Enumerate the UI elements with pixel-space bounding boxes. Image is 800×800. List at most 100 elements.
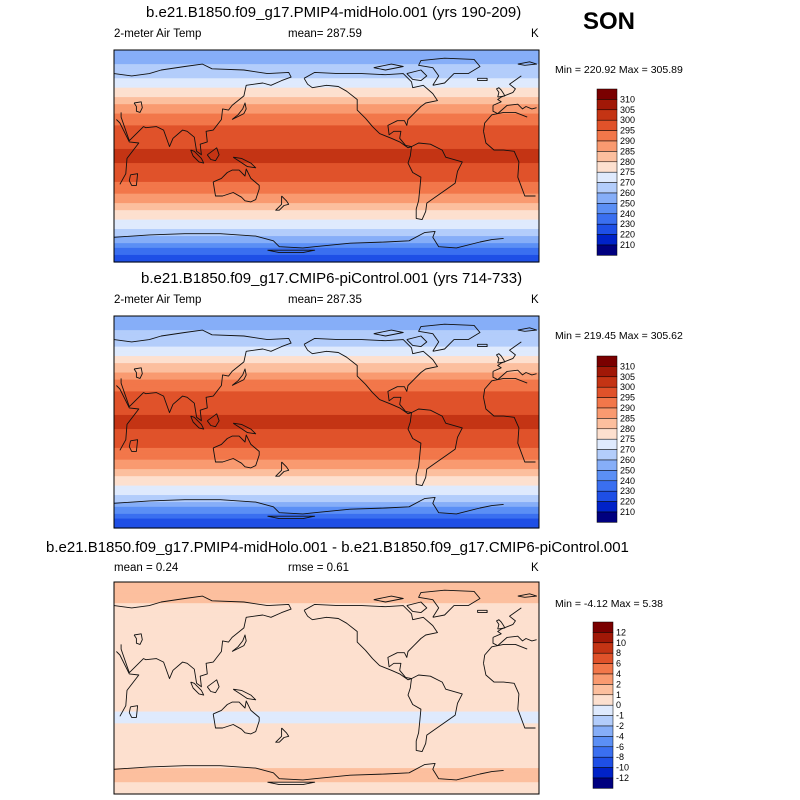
temperature-band (114, 469, 539, 473)
temperature-band (114, 356, 539, 359)
temperature-band (114, 720, 539, 724)
temperature-band (114, 702, 539, 706)
panel-2-title: b.e21.B1850.f09_g17.CMIP6-piControl.001 … (141, 270, 523, 287)
colorbar-tick-label: 12 (616, 627, 626, 637)
colorbar-tick-label: 285 (620, 146, 635, 156)
temperature-band (114, 688, 539, 691)
temperature-band (114, 600, 539, 604)
temperature-band (114, 351, 539, 355)
coastline-baffin-island (406, 69, 428, 82)
temperature-band (114, 372, 539, 376)
colorbar-box (592, 715, 614, 727)
temperature-band (114, 207, 539, 211)
temperature-band (114, 52, 539, 56)
temperature-band (114, 749, 539, 753)
coastline-arctic-islands (373, 595, 404, 603)
temperature-band (114, 617, 539, 621)
coastline-africa (116, 119, 140, 185)
temperature-band (114, 334, 539, 338)
temperature-band (114, 73, 539, 77)
colorbar-box (596, 161, 618, 173)
colorbar-box (596, 151, 618, 163)
temperature-band (114, 723, 539, 727)
temperature-band (114, 323, 539, 327)
colorbar-tick-label: -6 (616, 742, 624, 752)
temperature-band (114, 454, 539, 458)
temperature-band (114, 466, 539, 470)
coastline-eurasia (113, 595, 292, 688)
coastline-uk (496, 619, 506, 630)
temperature-band (114, 523, 539, 527)
temperature-band (114, 68, 539, 72)
colorbar-box (596, 511, 618, 523)
temperature-band (114, 240, 539, 244)
temperature-band (114, 647, 539, 651)
temperature-band (114, 118, 539, 122)
colorbar-box (592, 704, 614, 716)
temperature-band (114, 419, 539, 423)
temperature-band (114, 198, 539, 202)
temperature-band (114, 424, 539, 428)
temperature-band (114, 436, 539, 440)
temperature-band (114, 327, 539, 331)
temperature-band (114, 236, 539, 240)
panel-3-mean-label: mean = 0.24 (114, 562, 179, 574)
temperature-band (114, 254, 539, 258)
colorbar-box (596, 459, 618, 471)
temperature-band (114, 407, 539, 411)
colorbar-box (596, 88, 618, 100)
temperature-band (114, 636, 539, 640)
temperature-band (114, 422, 539, 425)
temperature-band (114, 664, 539, 668)
temperature-band (114, 643, 539, 647)
colorbar-tick-label: 275 (620, 167, 635, 177)
coastline-greenland-ice-shelf (267, 249, 316, 254)
temperature-band (114, 476, 539, 480)
temperature-band (114, 247, 539, 251)
temperature-band (114, 610, 539, 614)
colorbar-box (596, 119, 618, 131)
colorbar-tick-label: -10 (616, 763, 629, 773)
colorbar-box (596, 480, 618, 492)
temperature-band (114, 770, 539, 774)
colorbar-tick-label: 240 (620, 209, 635, 219)
map-frame (113, 49, 540, 263)
temperature-band (114, 144, 539, 148)
panel-1-minmax: Min = 220.92 Max = 305.89 (555, 64, 683, 76)
colorbar-tick-label: 260 (620, 455, 635, 465)
colorbar-tick-label: 280 (620, 157, 635, 167)
temperature-band (114, 377, 539, 381)
temperature-band (114, 233, 539, 237)
colorbar-tick-label: 6 (616, 659, 621, 669)
temperature-band (114, 172, 539, 176)
temperature-band (114, 447, 539, 451)
map-frame (113, 315, 540, 529)
colorbar-tick-label: -4 (616, 731, 624, 741)
colorbar-box (596, 192, 618, 204)
colorbar-tick-label: 310 (620, 361, 635, 371)
temperature-band (114, 363, 539, 367)
colorbar-box (596, 182, 618, 194)
temperature-band (114, 365, 539, 369)
temperature-band (114, 156, 539, 159)
temperature-band (114, 605, 539, 609)
coastline-svalbard (517, 327, 538, 332)
temperature-band (114, 94, 539, 98)
coastline-eurasia (492, 103, 537, 115)
colorbar-box (596, 449, 618, 461)
temperature-band (114, 90, 539, 93)
colorbar-box (592, 694, 614, 706)
coastline-japan (231, 368, 247, 386)
coastline-svalbard (517, 61, 538, 66)
coastline-eurasia (492, 341, 522, 372)
colorbar-box (596, 501, 618, 513)
colorbar-tick-label: -1 (616, 711, 624, 721)
temperature-band (114, 751, 539, 755)
colorbar-box (592, 756, 614, 768)
temperature-band (114, 165, 539, 169)
temperature-band (114, 389, 539, 392)
temperature-band (114, 348, 539, 352)
temperature-band (114, 101, 539, 105)
coastline-eurasia (113, 329, 292, 422)
temperature-band (114, 473, 539, 477)
